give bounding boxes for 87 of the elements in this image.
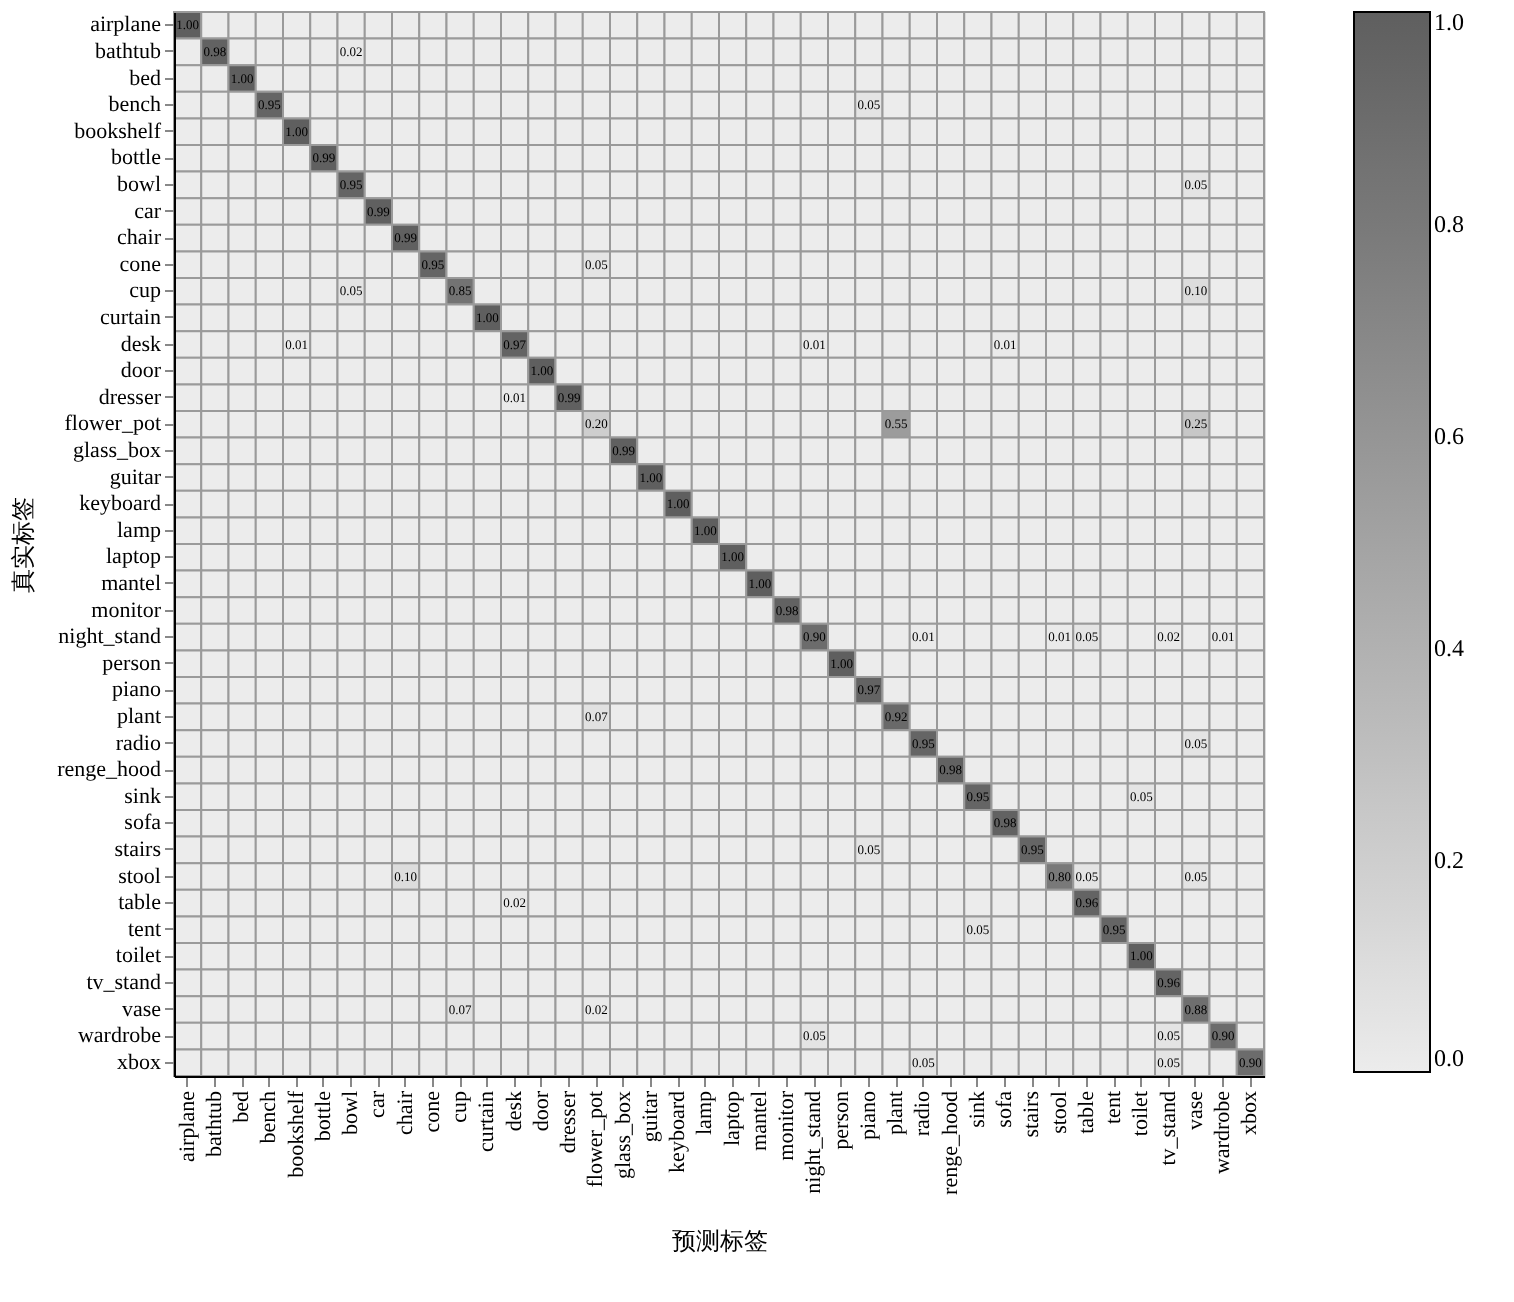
x-tick-label: piano bbox=[856, 1090, 881, 1140]
x-tick-label: guitar bbox=[638, 1090, 663, 1143]
y-tick-label: sink bbox=[124, 784, 162, 809]
y-tick-label: bottle bbox=[110, 146, 162, 171]
x-tick-label: night_stand bbox=[802, 1090, 827, 1194]
x-tick-label: bowl bbox=[339, 1091, 364, 1135]
y-tick-label: glass_box bbox=[73, 438, 162, 463]
y-tick-label: bookshelf bbox=[74, 119, 162, 144]
x-tick-label: curtain bbox=[475, 1090, 500, 1153]
x-tick-label: door bbox=[529, 1090, 554, 1132]
x-tick-label: lamp bbox=[693, 1090, 718, 1135]
x-tick-label: radio bbox=[911, 1090, 936, 1137]
x-tick-label: laptop bbox=[720, 1090, 745, 1146]
color-bar-label: 1.0 bbox=[1434, 8, 1464, 36]
x-tick-label: bench bbox=[257, 1090, 282, 1144]
y-tick-label: keyboard bbox=[79, 492, 162, 517]
y-tick-label: plant bbox=[117, 704, 161, 729]
y-tick-label: sofa bbox=[124, 811, 162, 836]
y-tick-label: guitar bbox=[109, 465, 162, 490]
y-tick-label: renge_hood bbox=[57, 758, 162, 783]
y-tick-label: chair bbox=[117, 226, 162, 251]
x-tick-label: cup bbox=[448, 1090, 473, 1123]
x-tick-label: wardrobe bbox=[1211, 1090, 1236, 1175]
y-tick-label: xbox bbox=[117, 1050, 162, 1075]
x-tick-label: bookshelf bbox=[284, 1090, 309, 1178]
y-tick-label: bench bbox=[108, 93, 162, 118]
x-tick-label: bottle bbox=[311, 1090, 336, 1142]
x-tick-label: toilet bbox=[1129, 1091, 1154, 1137]
y-tick-label: table bbox=[118, 891, 162, 916]
y-tick-label: bed bbox=[129, 66, 162, 91]
y-tick-label: cone bbox=[119, 252, 162, 277]
y-tick-label: door bbox=[120, 359, 162, 384]
x-tick-label: mantel bbox=[747, 1091, 772, 1151]
y-tick-label: airplane bbox=[90, 13, 162, 38]
x-tick-label: monitor bbox=[775, 1090, 800, 1161]
y-tick-label: bowl bbox=[117, 172, 161, 197]
y-tick-label: laptop bbox=[106, 545, 162, 570]
x-tick-label: table bbox=[1074, 1090, 1099, 1134]
y-tick-label: stool bbox=[118, 864, 161, 889]
y-tick-label: monitor bbox=[91, 598, 162, 623]
x-tick-label: renge_hood bbox=[938, 1090, 963, 1195]
y-tick-label: cup bbox=[129, 279, 162, 304]
x-tick-label: desk bbox=[502, 1090, 527, 1132]
x-tick-label: glass_box bbox=[611, 1090, 636, 1179]
y-tick-label: flower_pot bbox=[64, 412, 161, 437]
x-tick-label: bed bbox=[230, 1090, 255, 1123]
y-tick-label: radio bbox=[115, 731, 162, 756]
x-tick-label: dresser bbox=[557, 1090, 582, 1154]
x-tick-label: tent bbox=[1102, 1091, 1127, 1124]
y-tick-label: toilet bbox=[115, 944, 161, 969]
y-tick-label: wardrobe bbox=[77, 1024, 162, 1049]
x-tick-label: person bbox=[829, 1090, 854, 1150]
x-tick-label: tv_stand bbox=[1156, 1090, 1181, 1166]
y-tick-label: vase bbox=[121, 997, 162, 1022]
y-tick-label: lamp bbox=[117, 518, 162, 543]
y-tick-label: person bbox=[102, 651, 162, 676]
x-tick-label: stool bbox=[1047, 1091, 1072, 1134]
x-tick-label: cone bbox=[420, 1090, 445, 1133]
color-bar-label: 0.4 bbox=[1434, 634, 1464, 662]
x-tick-label: vase bbox=[1183, 1090, 1208, 1131]
y-tick-label: stairs bbox=[114, 837, 161, 862]
color-bar-label: 0.2 bbox=[1434, 846, 1464, 874]
x-tick-label: sofa bbox=[993, 1090, 1018, 1128]
x-tick-label: bathtub bbox=[202, 1090, 227, 1157]
y-tick-label: dresser bbox=[98, 385, 162, 410]
color-bar-label: 0.6 bbox=[1434, 422, 1464, 450]
y-tick-label: night_stand bbox=[58, 625, 162, 650]
x-tick-label: sink bbox=[965, 1090, 990, 1128]
x-tick-label: plant bbox=[884, 1091, 909, 1135]
x-tick-label: car bbox=[366, 1090, 391, 1118]
x-tick-label: stairs bbox=[1020, 1091, 1045, 1138]
color-bar-label: 0.8 bbox=[1434, 210, 1464, 238]
y-tick-label: tent bbox=[128, 917, 161, 942]
y-tick-label: car bbox=[134, 199, 162, 224]
y-tick-label: mantel bbox=[101, 571, 161, 596]
x-tick-label: flower_pot bbox=[584, 1091, 609, 1188]
x-tick-label: chair bbox=[393, 1090, 418, 1135]
y-axis-title: 真实标签 bbox=[9, 497, 38, 593]
y-tick-label: piano bbox=[112, 678, 162, 703]
y-tick-label: desk bbox=[120, 332, 162, 357]
x-tick-label: xbox bbox=[1238, 1090, 1263, 1135]
y-tick-label: tv_stand bbox=[86, 970, 162, 995]
x-tick-label: keyboard bbox=[666, 1090, 691, 1173]
x-axis-title: 预测标签 bbox=[672, 1226, 768, 1255]
color-bar-label: 0.0 bbox=[1434, 1044, 1464, 1072]
y-tick-label: curtain bbox=[99, 305, 162, 330]
y-tick-label: bathtub bbox=[95, 39, 162, 64]
